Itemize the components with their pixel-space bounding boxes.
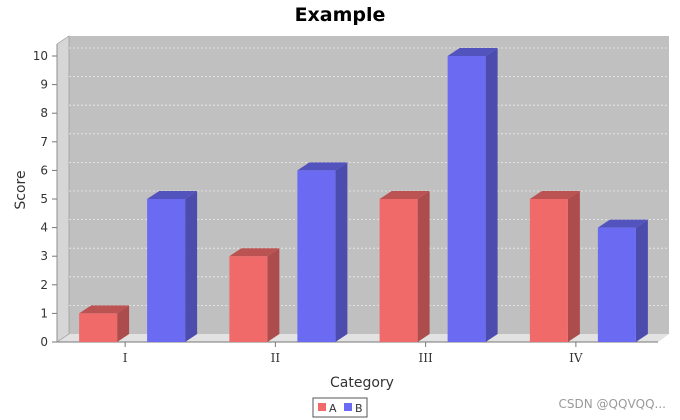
bar-front: [79, 313, 118, 342]
y-tick-label: 8: [40, 106, 48, 120]
y-tick-label: 4: [40, 221, 48, 235]
legend-label: B: [355, 402, 363, 415]
bar-front: [229, 256, 268, 342]
bar-side: [567, 191, 580, 342]
bar-front: [447, 56, 486, 342]
bar-front: [379, 199, 418, 342]
bar-B-III: [447, 48, 498, 342]
legend-label: A: [329, 402, 337, 415]
x-axis-title: Category: [330, 375, 394, 391]
bar-side: [185, 191, 198, 342]
bar-top: [229, 248, 280, 257]
bar-front: [147, 199, 186, 342]
legend-swatch-A: [318, 403, 326, 411]
bar-top: [597, 219, 648, 228]
y-tick-label: 10: [33, 49, 48, 63]
x-tick-label: IV: [569, 351, 583, 365]
x-axis-ticks: I II III IV: [123, 342, 583, 365]
bar-A-I: [79, 305, 130, 342]
plot-side-wall: [57, 36, 69, 342]
y-tick-label: 2: [40, 278, 48, 292]
bar-B-II: [297, 162, 348, 342]
bar-front: [597, 227, 636, 342]
bars: [79, 48, 648, 342]
y-tick-label: 6: [40, 163, 48, 177]
legend-box: [312, 397, 368, 418]
y-axis-ticks: 0 1 2 3 4 5 6 7 8 9 10: [33, 49, 57, 349]
x-tick-label: II: [271, 351, 281, 365]
y-tick-label: 7: [40, 135, 48, 149]
x-tick-label: III: [419, 351, 433, 365]
y-axis-title: Score: [13, 170, 29, 209]
bar-top: [297, 162, 348, 171]
y-tick-label: 9: [40, 78, 48, 92]
plot-floor: [57, 334, 669, 342]
bar-top: [147, 191, 198, 199]
bar-front: [297, 170, 336, 342]
bar-top: [529, 191, 580, 199]
watermark-text: CSDN @QQVQQ...: [559, 397, 666, 411]
bar-side: [267, 248, 280, 342]
bar-A-III: [379, 191, 430, 342]
plot-side-edge: [56, 35, 70, 343]
y-tick-label: 3: [40, 249, 48, 263]
bar-top: [447, 48, 498, 56]
bar-side: [485, 48, 498, 342]
bar-side: [117, 305, 130, 342]
bar-front: [529, 199, 568, 342]
bar-A-II: [229, 248, 280, 342]
bar-side: [335, 162, 348, 342]
y-tick-label: 1: [40, 306, 48, 320]
legend-swatch-B: [344, 403, 352, 411]
x-tick-label: I: [123, 351, 128, 365]
bar-top: [79, 305, 130, 314]
bar-B-IV: [597, 219, 648, 342]
bar-A-IV: [529, 191, 580, 342]
bar-side: [417, 191, 430, 342]
bar-side: [635, 219, 648, 342]
y-tick-label: 5: [40, 192, 48, 206]
bar-B-I: [147, 191, 198, 342]
bar-top: [379, 191, 430, 199]
chart-title: Example: [295, 4, 386, 26]
y-tick-label: 0: [40, 335, 48, 349]
